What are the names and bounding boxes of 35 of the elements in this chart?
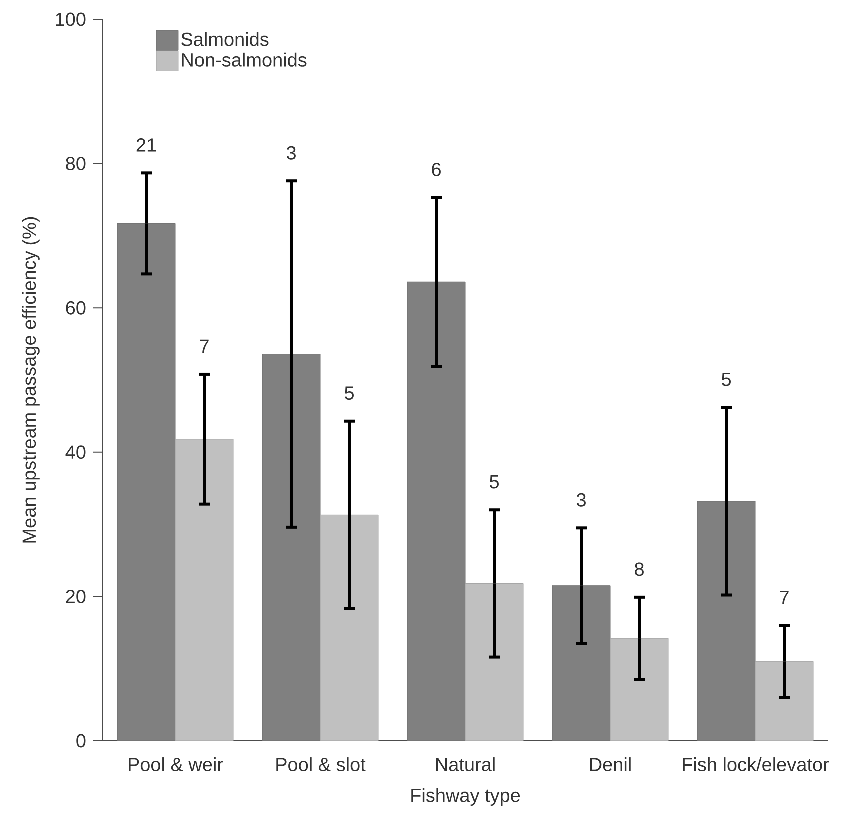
annotation: 3 bbox=[576, 493, 586, 507]
annotation: 7 bbox=[200, 340, 209, 354]
bar bbox=[320, 514, 379, 742]
annotation: 7 bbox=[780, 591, 789, 604]
x-tick-label: Denil bbox=[590, 758, 631, 772]
y-tick-label: 0 bbox=[76, 734, 86, 748]
y-axis-title: Mean upstream passage efficiency (%) bbox=[22, 217, 40, 543]
annotation: 5 bbox=[722, 373, 731, 386]
bar bbox=[262, 354, 321, 742]
bar bbox=[755, 661, 814, 742]
annotation: 3 bbox=[286, 146, 296, 160]
legend-label: Non-salmonids bbox=[182, 52, 307, 67]
annotation: 5 bbox=[490, 475, 499, 489]
annotation: 5 bbox=[344, 386, 354, 400]
annotation: 8 bbox=[635, 562, 644, 576]
y-tick-label: 20 bbox=[66, 590, 86, 604]
x-tick-label: Pool & weir bbox=[129, 758, 224, 772]
annotation: 21 bbox=[136, 138, 156, 152]
y-tick-label: 80 bbox=[66, 157, 86, 171]
y-tick-label: 60 bbox=[66, 301, 86, 315]
bar bbox=[407, 282, 466, 742]
bar bbox=[552, 586, 611, 742]
bar bbox=[175, 439, 234, 742]
y-tick-label: 40 bbox=[66, 446, 86, 460]
x-axis-title: Fishway type bbox=[412, 788, 520, 806]
bar bbox=[465, 583, 524, 742]
y-tick-label: 100 bbox=[56, 12, 86, 26]
annotation: 6 bbox=[432, 162, 441, 176]
x-tick-label: Fish lock/elevator bbox=[683, 758, 830, 772]
legend-label: Salmonids bbox=[182, 32, 269, 46]
x-tick-label: Natural bbox=[436, 758, 495, 772]
bar bbox=[697, 501, 756, 742]
x-tick-label: Pool & slot bbox=[276, 758, 366, 772]
bar bbox=[610, 638, 669, 742]
bar bbox=[117, 223, 176, 742]
